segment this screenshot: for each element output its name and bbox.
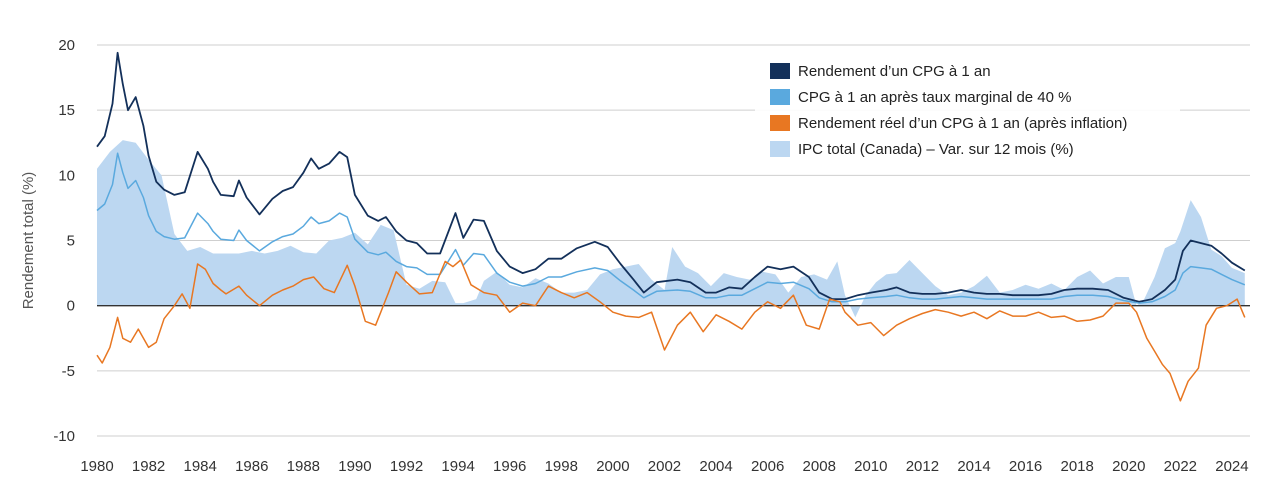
- x-tick-label: 1996: [493, 458, 526, 475]
- x-tick-label: 2016: [1009, 458, 1042, 475]
- legend-entry: Rendement d’un CPG à 1 an: [798, 63, 991, 80]
- x-tick-label: 2022: [1164, 458, 1197, 475]
- series-line-1: [96, 152, 1246, 304]
- x-axis-ticks: 1980 1982 1984 1986 1988 1990 1992 1994 1996 1998…: [80, 458, 1248, 475]
- legend-entry: Rendement réel d’un CPG à 1 an (après in…: [798, 115, 1127, 132]
- y-tick-label: -10: [53, 428, 75, 445]
- legend-entry: IPC total (Canada) – Var. sur 12 mois (%…: [798, 141, 1074, 158]
- x-tick-label: 1988: [287, 458, 320, 475]
- legend-entry: CPG à 1 an après taux marginal de 40 %: [798, 89, 1072, 106]
- y-axis-label: Rendement total (%): [20, 172, 37, 310]
- y-tick-label: 0: [67, 298, 75, 315]
- x-tick-label: 2018: [1060, 458, 1093, 475]
- x-tick-label: 1982: [132, 458, 165, 475]
- cpi-area: [97, 140, 1245, 318]
- x-tick-label: 1990: [338, 458, 371, 475]
- y-tick-label: 20: [58, 37, 75, 54]
- x-tick-label: 1998: [545, 458, 578, 475]
- legend-swatch: [770, 63, 790, 79]
- y-tick-label: 5: [67, 233, 75, 250]
- legend: Rendement d’un CPG à 1 an CPG à 1 an aprè…: [755, 55, 1180, 167]
- x-tick-label: 2002: [648, 458, 681, 475]
- series-line-0: [96, 51, 1246, 303]
- x-tick-label: 1986: [235, 458, 268, 475]
- y-tick-label: -5: [62, 363, 75, 380]
- x-tick-label: 1984: [183, 458, 216, 475]
- y-tick-label: 10: [58, 167, 75, 184]
- legend-box: [755, 55, 1180, 167]
- x-tick-label: 2006: [751, 458, 784, 475]
- x-tick-label: 2008: [803, 458, 836, 475]
- x-tick-label: 2020: [1112, 458, 1145, 475]
- x-tick-label: 2024: [1215, 458, 1248, 475]
- x-tick-label: 1994: [441, 458, 474, 475]
- x-tick-label: 2004: [699, 458, 732, 475]
- cpi-area-layer: [97, 140, 1245, 318]
- legend-swatch: [770, 89, 790, 105]
- x-tick-label: 2000: [596, 458, 629, 475]
- x-tick-label: 1980: [80, 458, 113, 475]
- series-lines: [96, 51, 1246, 402]
- x-tick-label: 1992: [390, 458, 423, 475]
- y-tick-label: 15: [58, 102, 75, 119]
- x-tick-label: 2012: [906, 458, 939, 475]
- y-axis-ticks: -10 -5 0 5 10 15 20: [53, 37, 75, 445]
- series-line-2: [96, 259, 1246, 402]
- legend-swatch: [770, 115, 790, 131]
- x-tick-label: 2010: [854, 458, 887, 475]
- legend-swatch: [770, 141, 790, 157]
- x-tick-label: 2014: [957, 458, 990, 475]
- grid-lines: [97, 44, 1250, 437]
